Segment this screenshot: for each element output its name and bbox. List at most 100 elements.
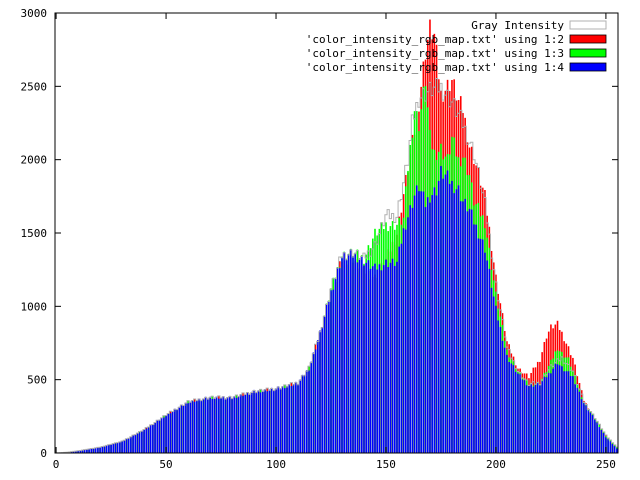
bar	[299, 379, 302, 453]
bar	[583, 403, 585, 453]
bar	[363, 265, 365, 453]
bar	[116, 442, 119, 453]
bar	[407, 217, 409, 453]
bar	[114, 443, 117, 453]
bar	[596, 422, 598, 453]
x-tick-label: 0	[53, 458, 60, 471]
bar	[479, 238, 482, 453]
bar	[567, 371, 570, 453]
bar	[248, 393, 251, 453]
bar	[534, 384, 537, 453]
legend-label: 'color_intensity_rgb_map.txt' using 1:3	[306, 47, 564, 60]
bars-layer	[57, 19, 618, 454]
bar	[147, 426, 150, 453]
bar	[497, 320, 499, 453]
bar	[462, 201, 464, 453]
bar	[396, 261, 398, 453]
bar	[97, 447, 99, 453]
bar	[378, 264, 381, 453]
bar	[105, 445, 108, 453]
bar	[352, 256, 354, 453]
bar	[341, 257, 343, 453]
bar	[158, 419, 161, 453]
bar	[306, 370, 308, 453]
bar	[77, 450, 79, 453]
bar	[536, 383, 539, 453]
bar	[319, 330, 321, 453]
bar	[369, 268, 372, 453]
bar	[246, 392, 249, 453]
bar	[222, 396, 225, 453]
bar	[220, 397, 222, 453]
bar	[554, 363, 557, 453]
bar	[108, 444, 110, 453]
bar	[413, 195, 416, 453]
bar	[616, 448, 618, 453]
bar	[130, 436, 132, 453]
bar	[607, 439, 609, 453]
bar	[514, 371, 517, 453]
bar	[547, 372, 550, 453]
bar	[484, 252, 486, 453]
bar	[523, 380, 526, 453]
bar	[565, 371, 568, 453]
bar	[86, 449, 88, 453]
gray-intensity-outline	[55, 78, 619, 454]
bar	[92, 448, 95, 453]
bar	[178, 406, 181, 453]
bar	[328, 301, 330, 453]
bar	[138, 432, 141, 453]
x-tick-label: 50	[159, 458, 172, 471]
y-tick-label: 1000	[21, 300, 48, 313]
bar	[334, 279, 337, 453]
bar	[499, 327, 502, 453]
bar	[224, 398, 227, 453]
bar	[539, 385, 541, 453]
bar	[530, 384, 532, 453]
bar	[336, 268, 339, 453]
bar	[367, 260, 370, 453]
bar	[303, 374, 306, 453]
bar	[180, 404, 183, 453]
bar	[163, 417, 165, 453]
bar	[605, 437, 607, 453]
bar	[468, 208, 471, 453]
bar	[556, 364, 559, 453]
bar	[382, 265, 385, 453]
y-tick-label: 0	[40, 447, 47, 460]
bar	[323, 315, 326, 453]
bar	[251, 391, 253, 453]
bar	[503, 347, 506, 453]
bar	[358, 259, 361, 453]
bar	[119, 441, 121, 453]
bar	[156, 419, 159, 453]
bar	[457, 185, 460, 453]
bar	[435, 195, 438, 454]
bar	[70, 451, 73, 453]
bar	[209, 396, 211, 453]
bar	[112, 443, 115, 453]
bar	[442, 178, 444, 454]
bar	[488, 268, 491, 453]
bar	[270, 387, 273, 453]
bar	[429, 202, 431, 453]
bar	[262, 390, 264, 453]
bar	[310, 361, 313, 453]
y-tick-label: 500	[27, 374, 47, 387]
bar	[338, 268, 341, 453]
bar	[440, 166, 442, 454]
bar	[94, 447, 97, 453]
bar	[380, 270, 383, 453]
bar	[121, 441, 123, 453]
bar	[110, 444, 112, 453]
bar	[398, 246, 400, 453]
bar	[470, 209, 473, 453]
legend-swatch	[569, 20, 607, 30]
bar	[459, 201, 462, 453]
bar	[235, 397, 238, 453]
bar	[437, 180, 440, 453]
bar	[525, 385, 528, 453]
bar	[543, 376, 546, 453]
legend: Gray Intensity'color_intensity_rgb_map.t…	[306, 19, 607, 74]
legend-swatch	[569, 62, 607, 72]
